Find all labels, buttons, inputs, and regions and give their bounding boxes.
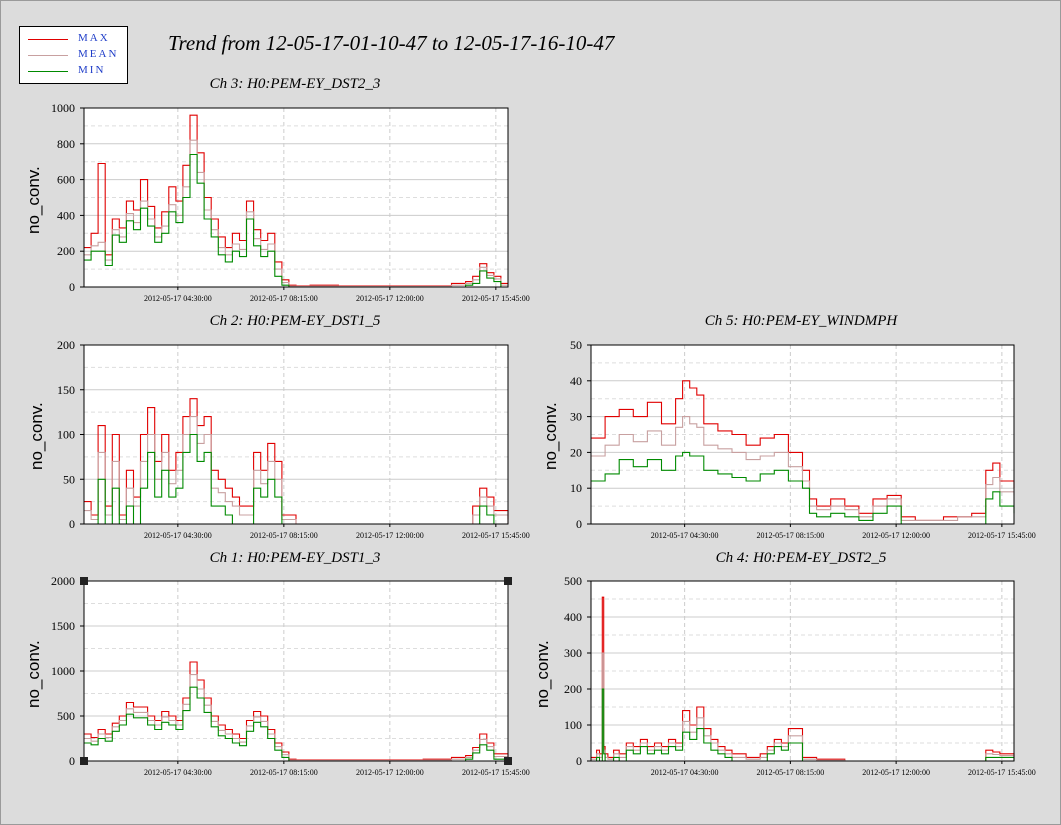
chart-ch3: 0 200 400 600 800 1000 2012-05-17 04:30:00 2012… [51,101,530,303]
xtick-label: 2012-05-17 08:15:00 [756,531,824,540]
xtick-label: 2012-05-17 15:45:00 [968,768,1036,777]
xtick-label: 2012-05-17 08:15:00 [250,768,318,777]
legend-swatch-min [28,71,68,72]
selection-handle[interactable] [80,577,88,585]
ytick-label: 0 [69,517,75,531]
panel-title-ch2: Ch 2: H0:PEM-EY_DST1_5 [209,313,381,329]
ytick-label: 500 [564,574,582,588]
xtick-label: 2012-05-17 08:15:00 [250,531,318,540]
main-title: Trend from 12-05-17-01-10-47 to 12-05-17… [168,31,615,55]
ytick-label: 400 [564,610,582,624]
xtick-label: 2012-05-17 12:00:00 [356,768,424,777]
selection-handle[interactable] [504,757,512,765]
ytick-label: 1500 [51,619,75,633]
ytick-label: 0 [69,754,75,768]
ytick-label: 0 [69,280,75,294]
ytick-label: 500 [57,709,75,723]
xtick-label: 2012-05-17 15:45:00 [462,768,530,777]
legend-swatch-max [28,39,68,40]
ytick-label: 100 [564,718,582,732]
legend-label-mean: MEAN [78,48,119,60]
legend-entry-max: MAX [20,32,127,46]
chart-ch2: 0 50 100 150 200 2012-05-17 04:30:00 2012-05-1… [57,338,530,540]
series-max-ch5 [591,380,1015,521]
xtick-label: 2012-05-17 15:45:00 [462,294,530,303]
xtick-label: 2012-05-17 08:15:00 [756,768,824,777]
ytick-label: 200 [57,244,75,258]
xtick-label: 2012-05-17 04:30:00 [651,531,719,540]
panel-title-ch5: Ch 5: H0:PEM-EY_WINDMPH [704,313,898,329]
xtick-label: 2012-05-17 08:15:00 [250,294,318,303]
ytick-label: 200 [57,338,75,352]
xtick-label: 2012-05-17 12:00:00 [356,294,424,303]
selection-handle[interactable] [504,577,512,585]
series-max-ch1 [84,661,509,761]
chart-ch5: 0 10 20 30 40 50 2012-05-17 04:30:00 2012-05-17… [570,338,1036,540]
ytick-label: 0 [576,754,582,768]
legend-entry-min: MIN [20,64,127,78]
xtick-label: 2012-05-17 04:30:00 [144,531,212,540]
xtick-label: 2012-05-17 15:45:00 [462,531,530,540]
panel-title-ch3: Ch 3: H0:PEM-EY_DST2_3 [209,76,381,92]
ytick-label: 10 [570,481,582,495]
ytick-label: 600 [57,173,75,187]
xtick-label: 2012-05-17 04:30:00 [651,768,719,777]
ytick-label: 300 [564,646,582,660]
legend-swatch-mean [28,55,68,56]
selection-handle[interactable] [80,757,88,765]
ytick-label: 150 [57,383,75,397]
chart-ch1: 0 500 1000 1500 2000 2012-05-17 04:30:00 2012-… [51,574,530,777]
ytick-label: 30 [570,410,582,424]
plot-frame-ch3 [83,107,509,288]
legend-label-min: MIN [78,64,106,76]
xtick-label: 2012-05-17 04:30:00 [144,294,212,303]
ytick-label: 1000 [51,101,75,115]
legend-label-max: MAX [78,32,110,44]
xtick-label: 2012-05-17 12:00:00 [356,531,424,540]
xtick-label: 2012-05-17 04:30:00 [144,768,212,777]
panel-title-ch1: Ch 1: H0:PEM-EY_DST1_3 [209,550,381,566]
ytick-label: 2000 [51,574,75,588]
chart-ch4: 0 100 200 300 400 500 2012-05-17 04:30:00 2012-… [564,574,1036,777]
xtick-label: 2012-05-17 12:00:00 [862,768,930,777]
legend-entry-mean: MEAN [20,48,127,62]
ytick-label: 0 [576,517,582,531]
legend: MAX MEAN MIN [19,26,128,84]
plot-frame-ch4 [590,580,1015,762]
plot-frame-ch5 [590,344,1015,525]
series-mean-ch5 [591,416,1015,521]
ytick-label: 800 [57,137,75,151]
ytick-label: 200 [564,682,582,696]
series-mean-ch1 [84,674,509,762]
xtick-label: 2012-05-17 15:45:00 [968,531,1036,540]
panel-title-ch4: Ch 4: H0:PEM-EY_DST2_5 [715,550,887,566]
ytick-label: 20 [570,445,582,459]
xtick-label: 2012-05-17 12:00:00 [862,531,930,540]
ytick-label: 50 [570,338,582,352]
ytick-label: 400 [57,208,75,222]
ytick-label: 50 [63,472,75,486]
ytick-label: 40 [570,374,582,388]
ytick-label: 100 [57,428,75,442]
ytick-label: 1000 [51,664,75,678]
